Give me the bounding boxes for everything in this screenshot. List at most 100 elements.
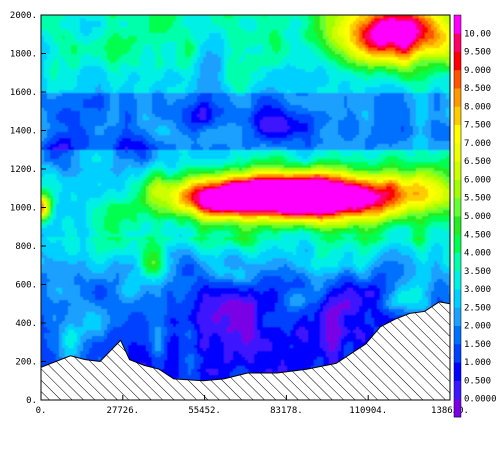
field-cell bbox=[83, 66, 87, 70]
field-cell bbox=[83, 336, 87, 340]
field-cell bbox=[50, 315, 54, 319]
field-cell bbox=[140, 207, 144, 211]
field-cell bbox=[83, 81, 87, 85]
field-cell bbox=[125, 327, 129, 331]
field-cell bbox=[137, 147, 141, 151]
field-cell bbox=[116, 45, 120, 49]
field-cell bbox=[71, 177, 75, 181]
field-cell bbox=[71, 102, 75, 106]
field-cell bbox=[83, 177, 87, 181]
field-cell bbox=[95, 192, 99, 196]
field-cell bbox=[104, 120, 108, 124]
field-cell bbox=[107, 138, 111, 142]
field-cell bbox=[47, 75, 51, 79]
field-cell bbox=[47, 243, 51, 247]
field-cell bbox=[41, 363, 45, 367]
field-cell bbox=[95, 258, 99, 262]
field-cell bbox=[149, 234, 153, 238]
field-cell bbox=[140, 252, 144, 256]
field-cell bbox=[62, 270, 66, 274]
field-cell bbox=[68, 249, 72, 253]
field-cell bbox=[59, 45, 63, 49]
field-cell bbox=[86, 237, 90, 241]
field-cell bbox=[128, 321, 132, 325]
field-cell bbox=[80, 321, 84, 325]
field-cell bbox=[128, 354, 132, 358]
field-cell bbox=[98, 312, 102, 316]
field-cell bbox=[92, 93, 96, 97]
field-cell bbox=[89, 117, 93, 121]
field-cell bbox=[134, 69, 138, 73]
field-cell bbox=[122, 93, 126, 97]
field-cell bbox=[77, 138, 81, 142]
field-cell bbox=[86, 285, 90, 289]
field-cell bbox=[128, 252, 132, 256]
field-cell bbox=[146, 117, 150, 121]
field-cell bbox=[107, 261, 111, 265]
field-cell bbox=[125, 312, 129, 316]
field-cell bbox=[62, 105, 66, 109]
field-cell bbox=[44, 42, 48, 46]
field-cell bbox=[71, 336, 75, 340]
field-cell bbox=[74, 66, 78, 70]
field-cell bbox=[47, 156, 51, 160]
field-cell bbox=[77, 201, 81, 205]
field-cell bbox=[95, 18, 99, 22]
field-cell bbox=[131, 345, 135, 349]
field-cell bbox=[110, 72, 114, 76]
field-cell bbox=[122, 249, 126, 253]
field-cell bbox=[107, 285, 111, 289]
field-cell bbox=[152, 297, 156, 301]
field-cell bbox=[140, 192, 144, 196]
field-cell bbox=[95, 294, 99, 298]
field-cell bbox=[92, 210, 96, 214]
field-cell bbox=[59, 210, 63, 214]
field-cell bbox=[50, 105, 54, 109]
field-cell bbox=[131, 231, 135, 235]
field-cell bbox=[80, 324, 84, 328]
field-cell bbox=[41, 210, 45, 214]
field-cell bbox=[122, 273, 126, 277]
field-cell bbox=[137, 270, 141, 274]
field-cell bbox=[104, 216, 108, 220]
field-cell bbox=[113, 339, 117, 343]
field-cell bbox=[143, 207, 147, 211]
field-cell bbox=[65, 33, 69, 37]
field-cell bbox=[116, 174, 120, 178]
field-cell bbox=[86, 156, 90, 160]
field-cell bbox=[128, 171, 132, 175]
field-cell bbox=[62, 126, 66, 130]
field-cell bbox=[140, 57, 144, 61]
field-cell bbox=[89, 234, 93, 238]
field-cell bbox=[74, 156, 78, 160]
field-cell bbox=[122, 84, 126, 88]
field-cell bbox=[89, 246, 93, 250]
field-cell bbox=[80, 78, 84, 82]
field-cell bbox=[83, 216, 87, 220]
field-cell bbox=[146, 324, 150, 328]
field-cell bbox=[89, 39, 93, 43]
field-cell bbox=[68, 177, 72, 181]
field-cell bbox=[62, 141, 66, 145]
field-cell bbox=[80, 183, 84, 187]
field-cell bbox=[92, 183, 96, 187]
field-cell bbox=[149, 117, 153, 121]
field-cell bbox=[149, 189, 153, 193]
field-cell bbox=[56, 144, 60, 148]
field-cell bbox=[152, 291, 156, 295]
field-cell bbox=[65, 117, 69, 121]
field-cell bbox=[62, 168, 66, 172]
field-cell bbox=[113, 123, 117, 127]
field-cell bbox=[53, 300, 57, 304]
field-cell bbox=[128, 219, 132, 223]
field-cell bbox=[137, 342, 141, 346]
field-cell bbox=[89, 231, 93, 235]
field-cell bbox=[107, 123, 111, 127]
field-cell bbox=[146, 285, 150, 289]
field-cell bbox=[50, 291, 54, 295]
field-cell bbox=[140, 60, 144, 64]
field-cell bbox=[98, 18, 102, 22]
field-cell bbox=[131, 324, 135, 328]
field-cell bbox=[86, 171, 90, 175]
field-cell bbox=[152, 15, 156, 19]
